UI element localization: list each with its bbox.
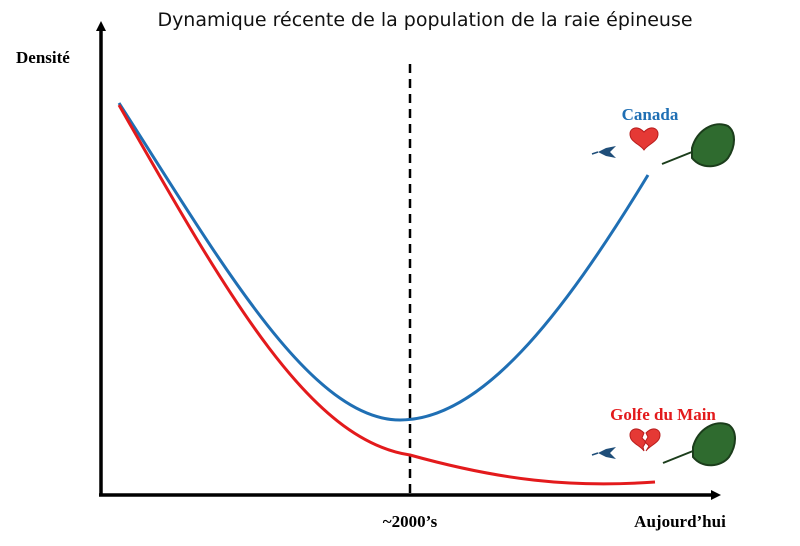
- series-label-golfe-du-main: Golfe du Main: [610, 405, 716, 424]
- series-line-golfe: [117, 104, 656, 486]
- chart-title: Dynamique récente de la population de la…: [157, 9, 692, 31]
- heart-icon: [629, 127, 659, 151]
- x-tick-label-today: Aujourd’hui: [634, 512, 726, 531]
- small-skate-icon: [591, 146, 616, 158]
- y-axis-label: Densité: [16, 48, 70, 67]
- small-skate-icon: [591, 447, 616, 459]
- x-tick-label-2000s: ~2000’s: [383, 512, 438, 531]
- large-skate-icon: [662, 422, 736, 467]
- large-skate-icon: [661, 123, 735, 168]
- series-label-canada: Canada: [622, 105, 679, 124]
- series-line-canada: [117, 102, 650, 422]
- broken-heart-icon: [629, 428, 661, 452]
